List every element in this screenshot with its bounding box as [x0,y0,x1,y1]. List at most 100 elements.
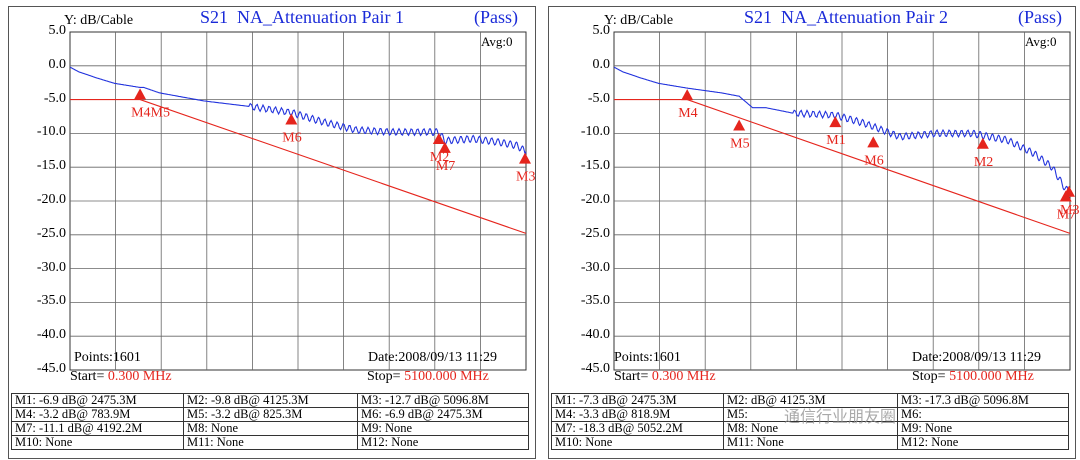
y-tick-label: -15.0 [36,158,66,174]
marker-label: M5 [730,137,749,152]
y-tick-label: -25.0 [36,225,66,241]
table-row: M1: -7.3 dB@ 2475.3M M2: dB@ 4125.3M M3: -… [551,393,1069,408]
y-tick-label: -5.0 [43,90,66,106]
table-row: M4: -3.2 dB@ 783.9M M5: -3.2 dB@ 825.3M M6… [11,407,529,422]
stop-freq: Stop= 5100.000 MHz [912,369,1034,385]
table-cell: M2: dB@ 4125.3M [723,393,898,408]
marker-triangle [134,88,147,100]
y-tick-label: -5.0 [587,90,610,106]
marker-label: M6 [864,153,883,168]
chart-panel-2: M4 M5 M1 M6 M2 M7 M3 Y: dB/Cable S21 NA_Attenu… [540,0,1080,460]
start-freq: Start= 0.300 MHz [70,369,172,385]
y-tick-label: 5.0 [48,23,67,38]
table-cell: M12: None [357,435,529,450]
points-label: Points:1601 [614,350,681,365]
marker-triangle [867,136,880,148]
start-value: 0.300 MHz [107,369,172,384]
y-tick-label: -30.0 [36,259,66,275]
chart-frame [548,6,1076,459]
table-row: M4: -3.3 dB@ 818.9M M5: M6: [551,407,1069,422]
table-cell: M1: -7.3 dB@ 2475.3M [551,393,724,408]
watermark-text: 通信行业朋友圈 [784,407,897,426]
table-cell: M7: -11.1 dB@ 4192.2M [11,421,184,436]
series-line-measured [69,66,527,157]
table-cell: M9: None [897,421,1069,436]
y-tick-label: 0.0 [48,56,67,72]
stop-label: Stop= [367,369,405,384]
marker-label: M3 [1060,203,1079,218]
table-cell: M4: -3.3 dB@ 818.9M [551,407,724,422]
table-cell: M6: [897,407,1069,422]
table-row: M10: None M11: None M12: None [551,435,1069,450]
marker-label: M4 [678,106,697,121]
y-tick-label: -45.0 [580,361,610,376]
y-tick-label: 0.0 [592,56,611,72]
y-tick-label: 5.0 [592,23,611,38]
y-tick-label: -20.0 [36,192,66,207]
marker-label: M3 [516,170,535,185]
table-cell: M11: None [183,435,358,450]
y-tick-label: -30.0 [580,259,610,275]
start-label: Start= [70,369,108,384]
chart-title: S21 NA_Attenuation Pair 1 [200,7,404,27]
y-tick-label: -40.0 [36,327,66,343]
series-line-limit [70,99,527,234]
marker-label: M6 [282,130,301,145]
marker-triangle [432,133,445,145]
start-value: 0.300 MHz [651,369,716,384]
table-row: M7: -11.1 dB@ 4192.2M M8: None M9: None [11,421,529,436]
table-row: M10: None M11: None M12: None [11,435,529,450]
start-label: Start= [614,369,652,384]
table-cell: M4: -3.2 dB@ 783.9M [11,407,184,422]
start-freq: Start= 0.300 MHz [614,369,716,385]
table-cell: M1: -6.9 dB@ 2475.3M [11,393,184,408]
table-cell: M11: None [723,435,898,450]
stop-value: 5100.000 MHz [949,369,1034,384]
points-label: Points:1601 [74,350,141,365]
marker-table: M1: -7.3 dB@ 2475.3M M2: dB@ 4125.3M M3: -… [551,393,1069,450]
y-tick-label: -40.0 [580,327,610,343]
marker-label: M4M5 [131,105,170,120]
pass-status: (Pass) [474,7,518,27]
marker-label: M7 [1057,208,1076,223]
marker-label: M2 [430,150,449,165]
stop-freq: Stop= 5100.000 MHz [367,369,489,385]
table-cell: M12: None [897,435,1069,450]
avg-label: Avg:0 [481,34,513,49]
table-cell: M5: -3.2 dB@ 825.3M [183,407,358,422]
table-cell: M2: -9.8 dB@ 4125.3M [183,393,358,408]
chart-frame [8,6,536,459]
table-cell: M3: -12.7 dB@ 5096.8M [357,393,529,408]
marker-label: M1 [826,133,845,148]
y-tick-label: -20.0 [580,192,610,207]
table-row: M1: -6.9 dB@ 2475.3M M2: -9.8 dB@ 4125.3M… [11,393,529,408]
marker-triangle [285,113,298,125]
table-cell: M6: -6.9 dB@ 2475.3M [357,407,529,422]
pass-status: (Pass) [1018,7,1062,27]
table-cell: M7: -18.3 dB@ 5052.2M [551,421,724,436]
table-cell: M3: -17.3 dB@ 5096.8M [897,393,1069,408]
stop-value: 5100.000 MHz [404,369,489,384]
y-axis-label: Y: dB/Cable [604,13,674,28]
y-tick-label: -45.0 [36,361,66,376]
y-axis-label: Y: dB/Cable [64,13,134,28]
y-tick-label: -10.0 [580,124,610,140]
avg-label: Avg:0 [1025,34,1057,49]
marker-label: M7 [436,159,455,174]
y-tick-label: -25.0 [580,225,610,241]
table-row: M7: -18.3 dB@ 5052.2M M8: None M9: None [551,421,1069,436]
table-cell: M10: None [551,435,724,450]
y-tick-label: -15.0 [580,158,610,174]
marker-triangle [976,137,989,149]
table-cell: M10: None [11,435,184,450]
table-cell: M8: None [183,421,358,436]
date-label: Date:2008/09/13 11:29 [912,350,1041,365]
marker-triangle [681,89,694,101]
marker-triangle [438,141,451,153]
y-tick-label: -35.0 [580,293,610,309]
chart-panel-1: M4M5 M6 M2 M7 M3 Y: dB/Cable S21 NA_Attenuat… [8,6,536,459]
marker-triangle [829,116,842,128]
marker-table: M1: -6.9 dB@ 2475.3M M2: -9.8 dB@ 4125.3M… [11,393,529,450]
stop-label: Stop= [912,369,950,384]
